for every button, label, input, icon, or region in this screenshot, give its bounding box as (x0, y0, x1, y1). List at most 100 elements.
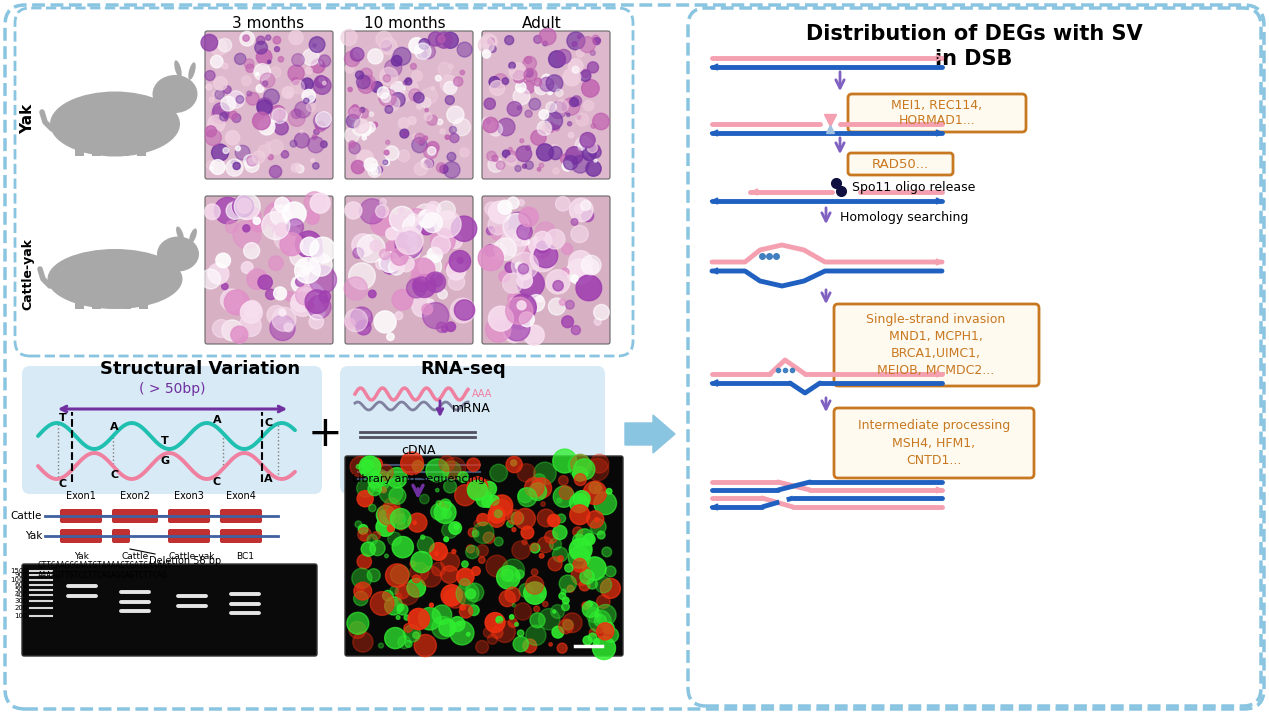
Ellipse shape (188, 62, 195, 80)
Circle shape (359, 124, 372, 136)
Circle shape (241, 76, 251, 86)
Circle shape (553, 526, 567, 540)
Circle shape (345, 318, 355, 328)
Circle shape (494, 238, 516, 260)
Circle shape (532, 569, 538, 575)
Circle shape (284, 291, 294, 301)
Circle shape (497, 119, 515, 136)
Circle shape (288, 109, 305, 126)
Circle shape (596, 595, 610, 608)
Circle shape (379, 89, 396, 106)
Circle shape (537, 168, 541, 171)
Circle shape (509, 618, 518, 628)
Circle shape (452, 216, 477, 241)
Circle shape (218, 39, 232, 52)
Ellipse shape (176, 226, 184, 241)
Circle shape (525, 56, 532, 64)
Text: Exon4: Exon4 (226, 491, 256, 501)
Circle shape (449, 64, 453, 69)
Circle shape (475, 521, 481, 527)
FancyBboxPatch shape (60, 529, 102, 543)
Circle shape (306, 301, 313, 310)
Circle shape (402, 252, 410, 260)
Circle shape (398, 256, 414, 272)
Circle shape (369, 112, 373, 116)
Circle shape (478, 246, 504, 271)
Circle shape (553, 125, 560, 131)
Circle shape (387, 506, 404, 523)
Circle shape (364, 122, 376, 133)
Circle shape (359, 107, 364, 113)
Circle shape (561, 589, 566, 594)
Circle shape (420, 535, 425, 539)
Bar (121, 121, 129, 156)
Circle shape (321, 141, 327, 148)
Circle shape (544, 122, 555, 133)
Circle shape (226, 202, 244, 219)
Circle shape (439, 501, 444, 507)
Circle shape (483, 628, 494, 638)
Circle shape (350, 307, 372, 328)
Circle shape (385, 106, 392, 114)
Circle shape (553, 610, 556, 613)
Circle shape (565, 564, 574, 572)
Circle shape (558, 593, 566, 599)
Circle shape (266, 306, 286, 325)
Circle shape (377, 510, 393, 526)
Circle shape (383, 75, 391, 82)
Text: 10 months: 10 months (364, 16, 445, 31)
Circle shape (440, 165, 448, 174)
Circle shape (511, 540, 530, 559)
Circle shape (444, 457, 466, 479)
Circle shape (282, 151, 288, 158)
Text: Spo11 oligo release: Spo11 oligo release (851, 181, 976, 193)
Circle shape (582, 259, 599, 275)
Circle shape (390, 206, 415, 231)
Circle shape (405, 78, 411, 85)
Ellipse shape (152, 75, 198, 113)
Circle shape (435, 488, 439, 492)
Circle shape (476, 480, 494, 496)
Circle shape (406, 278, 426, 298)
Circle shape (563, 69, 581, 86)
Circle shape (385, 59, 402, 76)
Circle shape (570, 538, 593, 561)
Circle shape (410, 272, 428, 289)
Circle shape (459, 578, 471, 589)
Circle shape (556, 100, 569, 113)
Circle shape (524, 69, 537, 81)
Circle shape (379, 198, 386, 205)
Circle shape (518, 266, 532, 280)
Circle shape (209, 97, 214, 102)
Circle shape (513, 231, 528, 246)
Circle shape (515, 166, 522, 171)
Circle shape (395, 513, 406, 525)
Circle shape (412, 575, 420, 583)
Circle shape (429, 204, 437, 211)
FancyBboxPatch shape (848, 153, 953, 175)
Text: Homology searching: Homology searching (840, 211, 968, 223)
Circle shape (435, 32, 452, 49)
Circle shape (278, 56, 283, 62)
FancyBboxPatch shape (206, 196, 332, 344)
Circle shape (569, 60, 576, 66)
Circle shape (212, 106, 230, 124)
Circle shape (412, 296, 433, 317)
Circle shape (560, 575, 576, 592)
Circle shape (293, 219, 299, 226)
Circle shape (572, 66, 579, 73)
Circle shape (428, 247, 443, 263)
Circle shape (357, 75, 371, 89)
Circle shape (418, 50, 426, 59)
Circle shape (421, 98, 430, 108)
Circle shape (420, 566, 442, 587)
Circle shape (538, 608, 560, 630)
Circle shape (519, 89, 522, 93)
Circle shape (477, 513, 489, 526)
Circle shape (580, 570, 594, 584)
Circle shape (539, 110, 548, 119)
Circle shape (566, 146, 582, 164)
Circle shape (388, 259, 405, 275)
Circle shape (489, 511, 505, 527)
Circle shape (424, 113, 433, 121)
